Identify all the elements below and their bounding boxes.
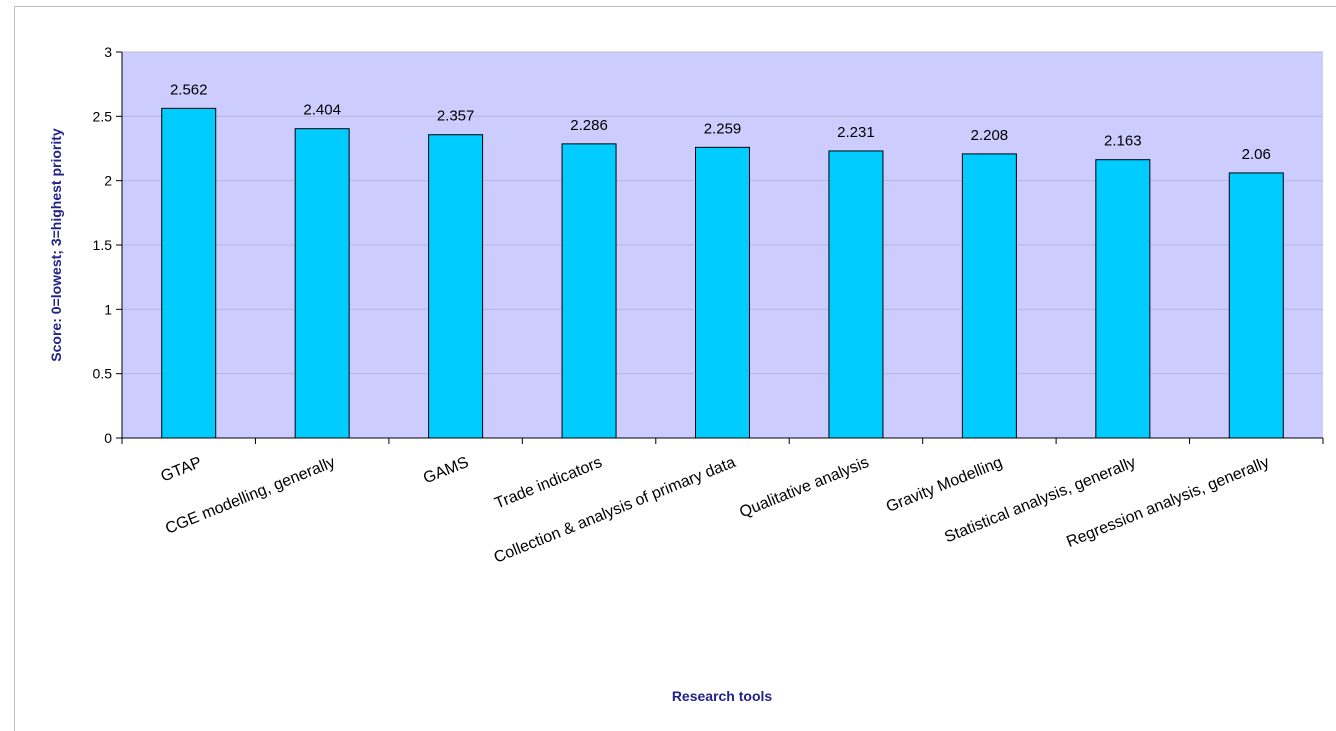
bar [961,153,1017,439]
y-tick-label: 3 [104,44,112,60]
y-tick-label: 0 [104,430,112,446]
bar [828,150,884,439]
y-tick-label: 1 [104,301,112,317]
x-axis-title: Research tools [672,688,773,704]
data-label: 2.562 [170,81,208,98]
x-category-label: GAMS [421,454,471,487]
data-label: 2.208 [971,127,1009,144]
axes [116,51,1324,444]
bar [1228,172,1284,439]
x-category-label: Qualitative analysis [737,454,871,521]
x-category-label: Collection & analysis of primary data [492,454,738,567]
data-labels: 2.562 2.404 2.357 2.286 2.259 2.231 2.208 2.163… [170,81,1271,163]
data-label: 2.163 [1104,133,1142,150]
bar [294,128,350,439]
bar [428,134,484,439]
y-tick-label: 2 [104,173,112,189]
x-category-label: Trade indicators [492,454,604,513]
data-label: 2.231 [837,124,875,141]
x-category-label: GTAP [159,454,205,486]
y-tick-label: 2.5 [93,108,113,124]
data-label: 2.286 [570,117,608,134]
data-label: 2.06 [1242,146,1271,163]
data-label: 2.357 [437,108,475,125]
y-tick-label: 0.5 [93,366,113,382]
bar [1095,159,1151,439]
y-tick-label: 1.5 [93,237,113,253]
bars [161,107,1284,439]
bar [561,143,617,439]
data-label: 2.259 [704,120,742,137]
chart-frame [14,6,1336,731]
bar [695,146,750,439]
x-category-label: Gravity Modelling [884,454,1005,516]
y-axis-title: Score: 0=lowest; 3=highest priority [48,128,64,362]
y-tick-labels: 0 0.5 1 1.5 2 2.5 3 [93,44,113,446]
bar [161,107,217,439]
data-label: 2.404 [303,102,341,119]
